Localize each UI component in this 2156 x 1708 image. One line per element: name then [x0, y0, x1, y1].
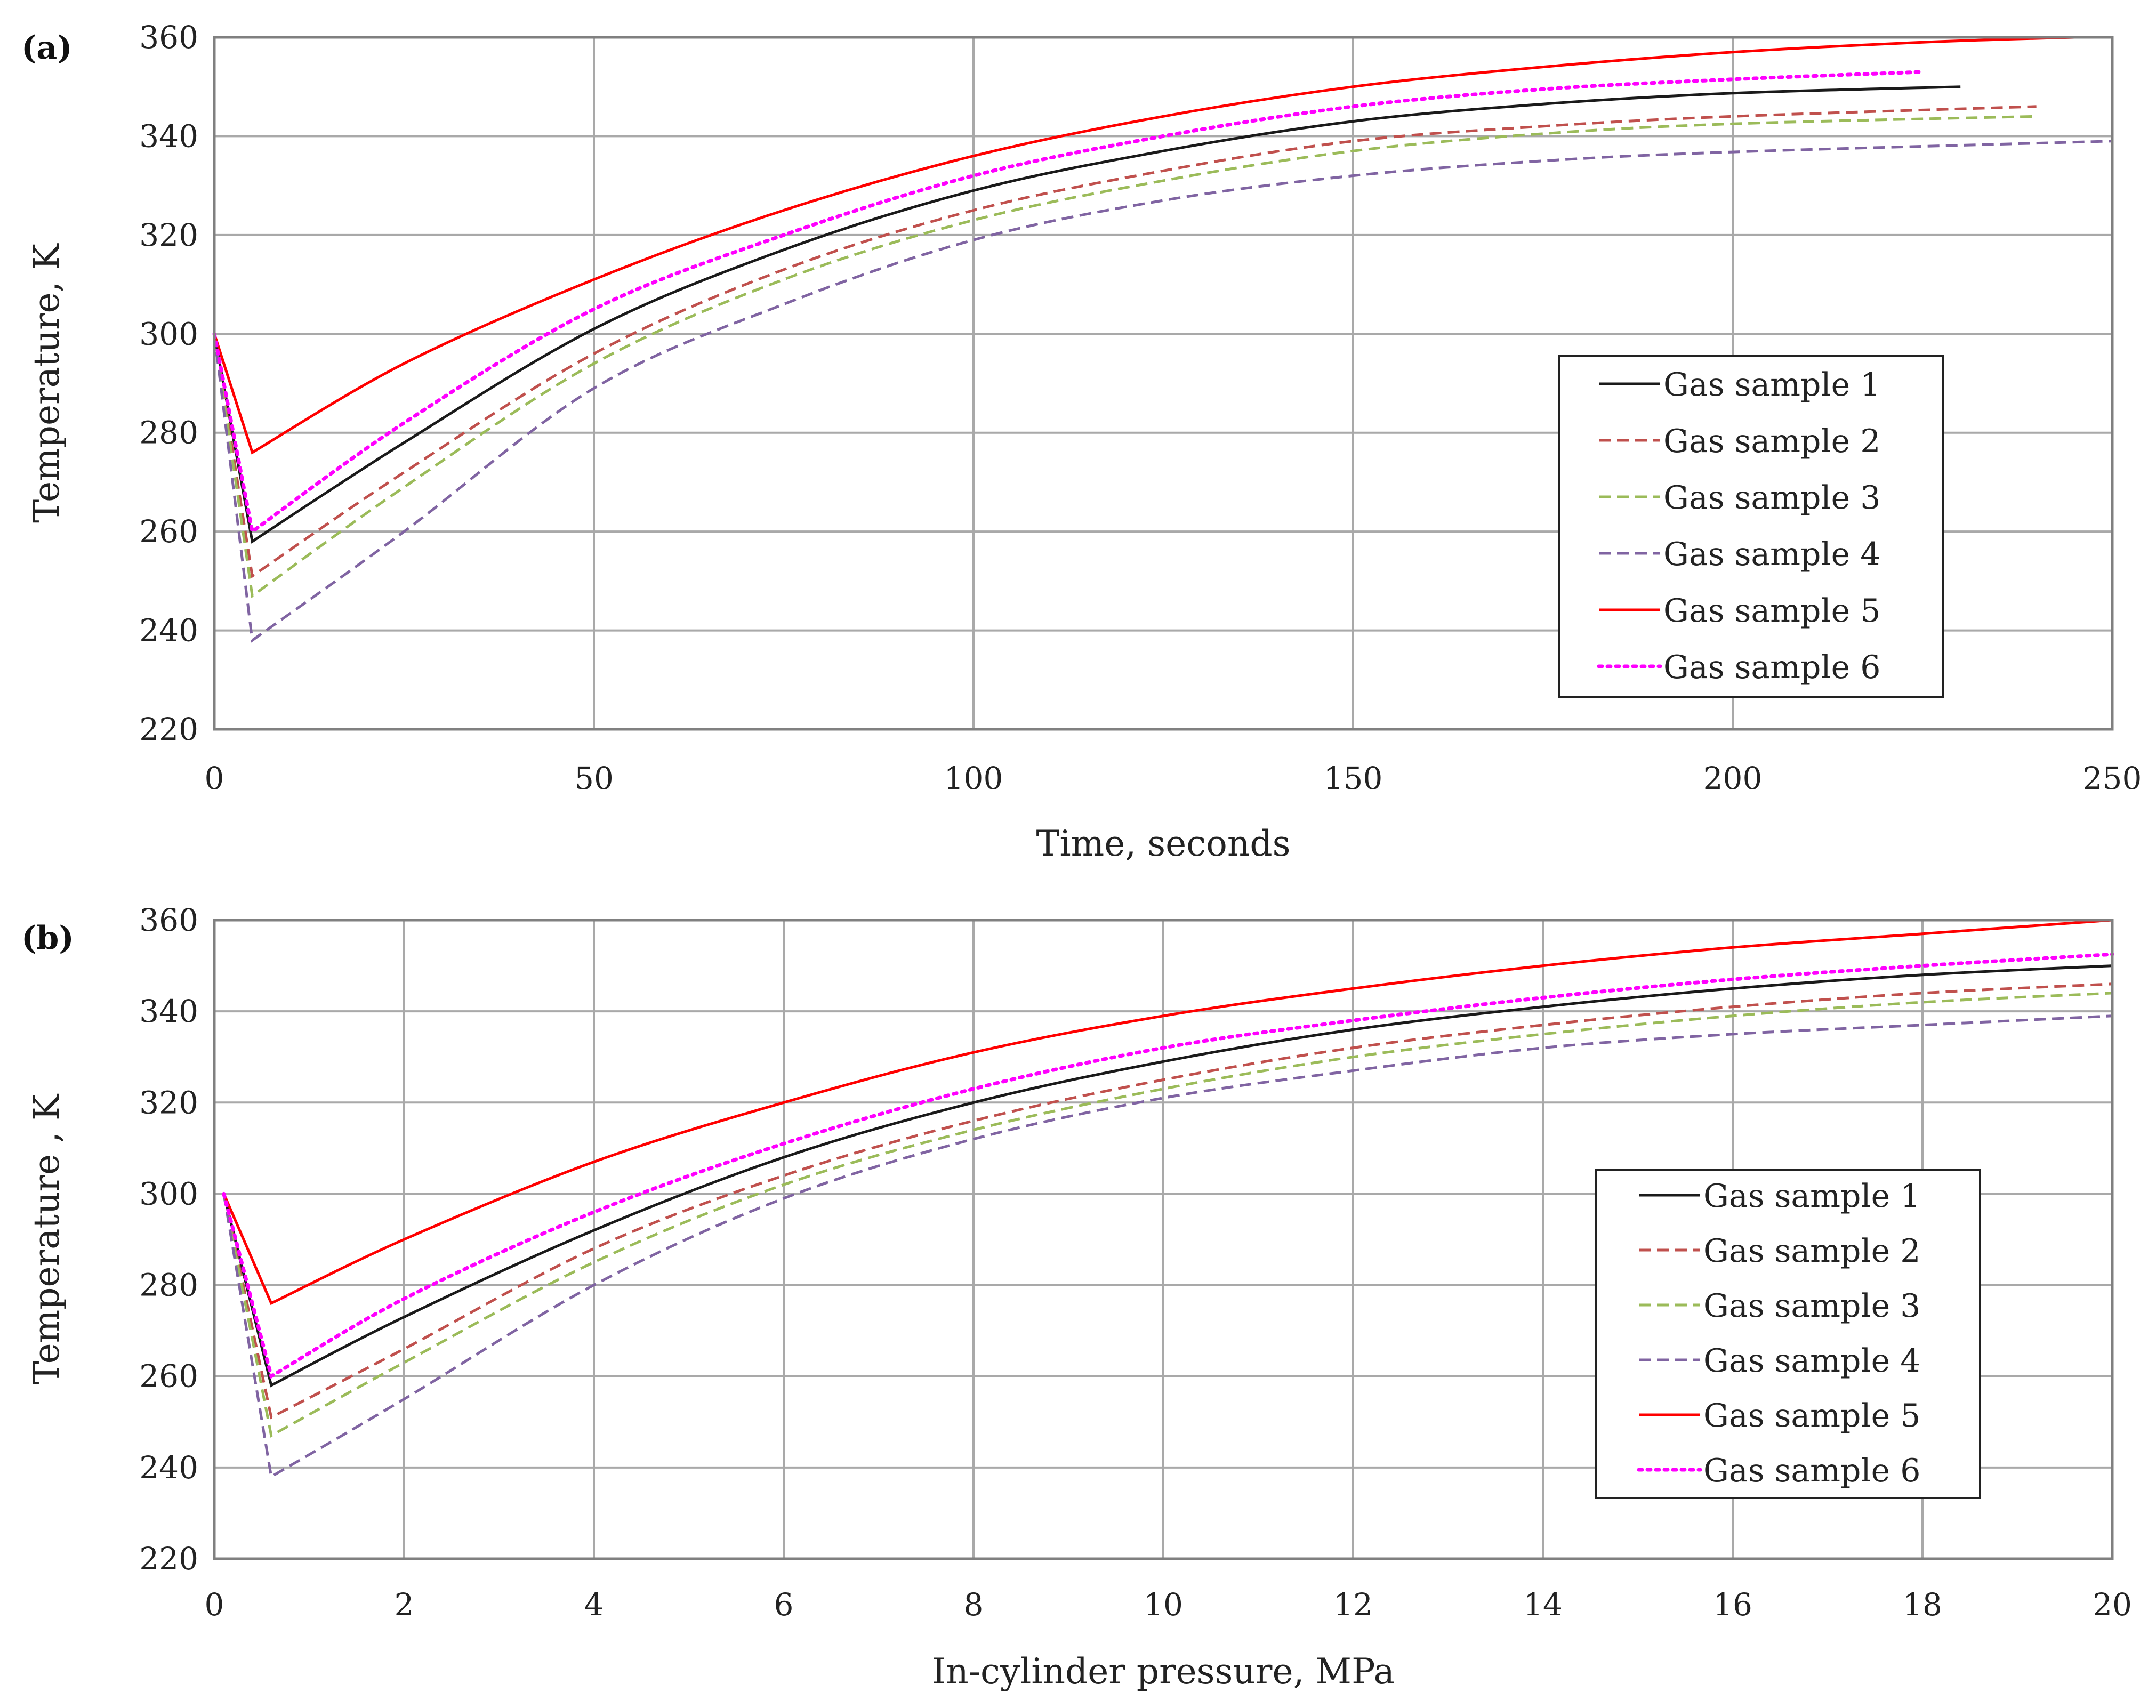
x-tick-label: 150: [1324, 760, 1383, 796]
x-tick-label: 100: [944, 760, 1003, 796]
y-tick-label: 240: [139, 613, 198, 649]
chart-b-y-ticks: 220 240 260 280 300 320 340 360: [139, 902, 198, 1577]
chart-a-legend: Gas sample 1 Gas sample 2 Gas sample 3 G…: [1558, 355, 1944, 698]
legend-box: [1558, 355, 1944, 698]
y-tick-label: 360: [139, 19, 198, 55]
y-tick-label: 360: [139, 902, 198, 938]
legend-entry: Gas sample 2: [1703, 1232, 1920, 1270]
chart-a-x-axis-title: Time, seconds: [1036, 823, 1291, 864]
series-line-4: [222, 1014, 2113, 1479]
y-tick-label: 300: [139, 316, 198, 352]
x-tick-label: 0: [205, 1586, 224, 1623]
legend-entry: Gas sample 4: [1703, 1342, 1920, 1380]
x-tick-label: 4: [584, 1586, 604, 1623]
series-line-4: [213, 140, 2113, 643]
y-tick-label: 280: [139, 415, 198, 451]
x-tick-label: 18: [1903, 1586, 1942, 1623]
x-tick-label: 200: [1703, 760, 1763, 796]
y-tick-label: 320: [139, 217, 198, 253]
panel-a-label: (a): [21, 29, 73, 67]
legend-entry: Gas sample 1: [1703, 1178, 1920, 1215]
chart-a: (a) 220 240 260 280 300 320 340 360 0 50…: [21, 19, 2142, 864]
y-tick-label: 320: [139, 1084, 198, 1121]
chart-a-y-axis-title: Temperature, K: [26, 243, 67, 522]
x-tick-label: 14: [1523, 1586, 1563, 1623]
series-line-1: [213, 85, 1961, 544]
y-tick-label: 220: [139, 1541, 198, 1577]
y-tick-label: 220: [139, 711, 198, 747]
x-tick-label: 20: [2093, 1586, 2132, 1623]
x-tick-label: 12: [1333, 1586, 1373, 1623]
legend-entry: Gas sample 1: [1663, 366, 1880, 404]
series-line-5: [213, 36, 2074, 455]
chart-b-legend: Gas sample 1 Gas sample 2 Gas sample 3 G…: [1595, 1169, 1981, 1499]
x-tick-label: 50: [574, 760, 614, 796]
series-line-6: [212, 70, 1925, 535]
legend-entry: Gas sample 2: [1663, 423, 1880, 460]
chart-a-y-ticks: 220 240 260 280 300 320 340 360: [139, 19, 198, 747]
chart-b: (b) 220 240 260 280 300 320 340 360 0 2 …: [21, 902, 2132, 1692]
y-tick-label: 240: [139, 1449, 198, 1486]
chart-b-series: [222, 919, 2114, 1479]
x-tick-label: 250: [2083, 760, 2142, 796]
legend-entry: Gas sample 6: [1703, 1452, 1920, 1489]
chart-b-grid: [213, 919, 2113, 1560]
chart-a-plot-frame: [213, 36, 2114, 731]
y-tick-label: 260: [139, 513, 198, 550]
chart-b-x-ticks: 0 2 4 6 8 10 12 14 16 18 20: [205, 1586, 2132, 1623]
legend-entry: Gas sample 3: [1703, 1287, 1920, 1325]
legend-box: [1595, 1169, 1981, 1499]
x-tick-label: 6: [774, 1586, 794, 1623]
panel-b-label: (b): [21, 920, 74, 957]
y-tick-label: 260: [139, 1358, 198, 1395]
y-tick-label: 300: [139, 1175, 198, 1212]
series-line-1: [222, 964, 2113, 1388]
legend-entry: Gas sample 6: [1663, 649, 1880, 686]
series-line-3: [213, 115, 2037, 599]
series-line-5: [222, 919, 2113, 1306]
x-tick-label: 0: [205, 760, 224, 796]
legend-entry: Gas sample 4: [1663, 536, 1880, 573]
y-tick-label: 340: [139, 118, 198, 154]
series-line-6: [222, 952, 2114, 1380]
chart-a-series: [212, 36, 2113, 643]
y-tick-label: 280: [139, 1267, 198, 1303]
x-tick-label: 16: [1713, 1586, 1752, 1623]
series-line-2: [222, 982, 2113, 1420]
x-tick-label: 2: [395, 1586, 414, 1623]
legend-entry: Gas sample 5: [1663, 592, 1880, 630]
chart-b-y-axis-title: Temperature , K: [26, 1093, 67, 1384]
chart-a-x-ticks: 0 50 100 150 200 250: [205, 760, 2142, 796]
x-tick-label: 8: [964, 1586, 984, 1623]
chart-b-plot-frame: [213, 919, 2114, 1560]
chart-b-x-axis-title: In-cylinder pressure, MPa: [932, 1651, 1395, 1692]
legend-entry: Gas sample 5: [1703, 1397, 1920, 1435]
legend-entry: Gas sample 3: [1663, 479, 1880, 517]
x-tick-label: 10: [1144, 1586, 1183, 1623]
y-tick-label: 340: [139, 993, 198, 1029]
series-line-3: [222, 992, 2113, 1438]
